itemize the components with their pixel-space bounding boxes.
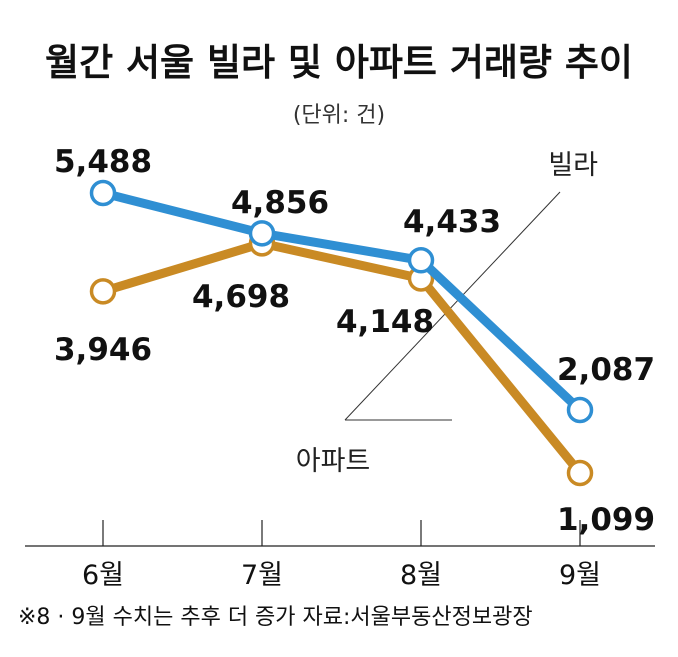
series-line: [98, 188, 585, 415]
series-label-apartment: 아파트: [296, 446, 371, 477]
x-tick-label: 8월: [400, 560, 442, 591]
data-label: 1,099: [557, 502, 655, 538]
data-point: [89, 278, 117, 305]
unit-label: (단위: 건): [293, 103, 385, 128]
data-label: 4,856: [231, 185, 329, 221]
data-point: [566, 459, 594, 487]
data-point: [248, 220, 276, 247]
data-point: [407, 247, 435, 274]
data-point: [566, 396, 594, 424]
data-label: 2,087: [557, 352, 655, 388]
x-tick-label: 7월: [241, 560, 283, 591]
x-tick-label: 9월: [559, 560, 601, 591]
data-label: 5,488: [54, 144, 152, 180]
data-point: [89, 179, 117, 207]
data-label: 3,946: [54, 332, 152, 368]
plot-area: 6월 7월 8월 9월 5,488 4,856 4,433 2,087 3,946 4,698 4,…: [25, 144, 655, 591]
chart-title: 월간 서울 빌라 및 아파트 거래량 추이: [45, 41, 633, 84]
x-tick-label: 6월: [82, 560, 124, 591]
footnote: ※8 · 9월 수치는 추후 더 증가 자료:서울부동산정보광장: [18, 605, 533, 630]
series-label-villa: 빌라: [548, 150, 598, 181]
data-label: 4,698: [192, 279, 290, 315]
data-label: 4,148: [336, 304, 434, 340]
data-label: 4,433: [403, 204, 501, 240]
series-line: [98, 238, 585, 478]
villa-leader-line: [344, 191, 561, 421]
